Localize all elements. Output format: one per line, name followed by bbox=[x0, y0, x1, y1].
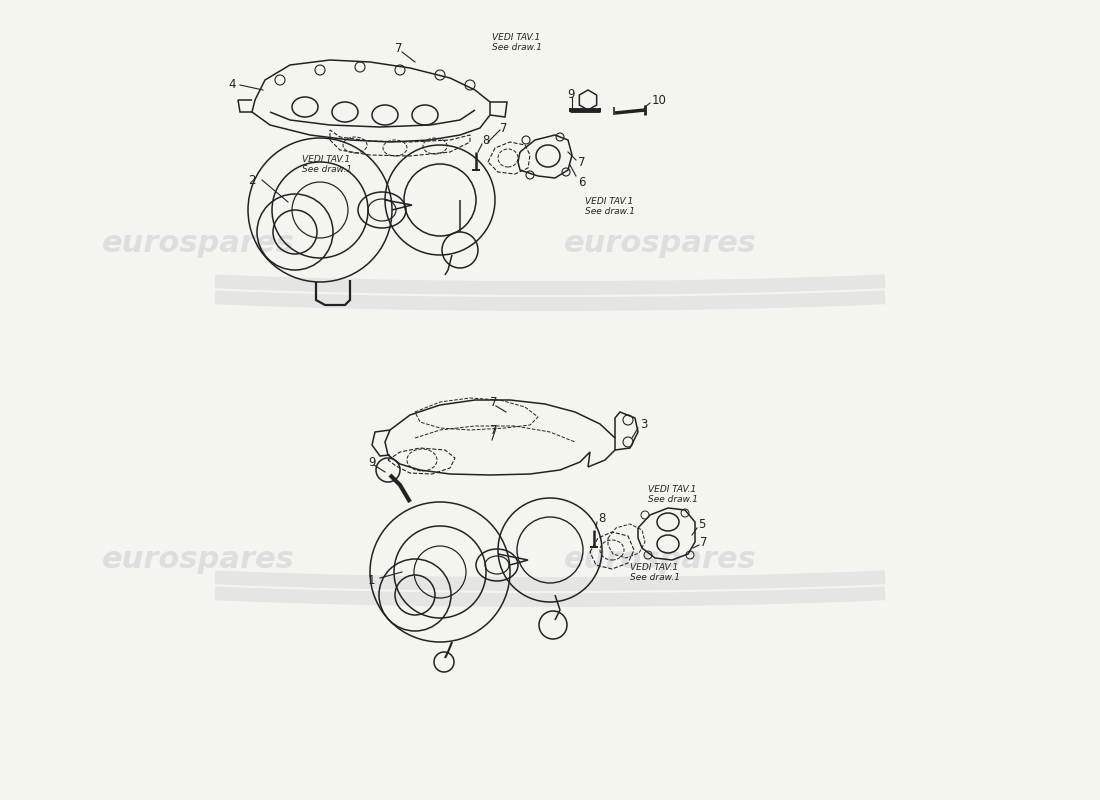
Text: See draw.1: See draw.1 bbox=[648, 495, 698, 505]
Text: eurospares: eurospares bbox=[563, 546, 757, 574]
Text: eurospares: eurospares bbox=[101, 546, 295, 574]
Text: VEDI TAV.1: VEDI TAV.1 bbox=[630, 563, 679, 573]
Text: 9: 9 bbox=[368, 455, 375, 469]
Text: 10: 10 bbox=[652, 94, 667, 106]
Text: See draw.1: See draw.1 bbox=[302, 166, 352, 174]
Text: 1: 1 bbox=[368, 574, 375, 586]
Text: 7: 7 bbox=[490, 423, 497, 437]
Text: VEDI TAV.1: VEDI TAV.1 bbox=[492, 34, 540, 42]
Text: 7: 7 bbox=[490, 395, 497, 409]
Text: 2: 2 bbox=[248, 174, 255, 186]
Text: 5: 5 bbox=[698, 518, 705, 530]
Text: VEDI TAV.1: VEDI TAV.1 bbox=[585, 198, 634, 206]
Text: eurospares: eurospares bbox=[101, 230, 295, 258]
Text: 8: 8 bbox=[598, 511, 605, 525]
Text: 7: 7 bbox=[500, 122, 507, 134]
Text: eurospares: eurospares bbox=[563, 230, 757, 258]
Text: 3: 3 bbox=[640, 418, 648, 430]
Text: VEDI TAV.1: VEDI TAV.1 bbox=[302, 155, 350, 165]
Text: 7: 7 bbox=[395, 42, 403, 54]
Text: 6: 6 bbox=[578, 175, 585, 189]
Text: See draw.1: See draw.1 bbox=[585, 207, 635, 217]
Text: 4: 4 bbox=[228, 78, 235, 91]
Text: See draw.1: See draw.1 bbox=[630, 574, 680, 582]
Text: VEDI TAV.1: VEDI TAV.1 bbox=[648, 486, 696, 494]
Text: 8: 8 bbox=[482, 134, 490, 146]
Text: 9: 9 bbox=[566, 87, 574, 101]
Text: 7: 7 bbox=[578, 155, 585, 169]
Text: See draw.1: See draw.1 bbox=[492, 43, 542, 53]
Text: 7: 7 bbox=[700, 535, 707, 549]
